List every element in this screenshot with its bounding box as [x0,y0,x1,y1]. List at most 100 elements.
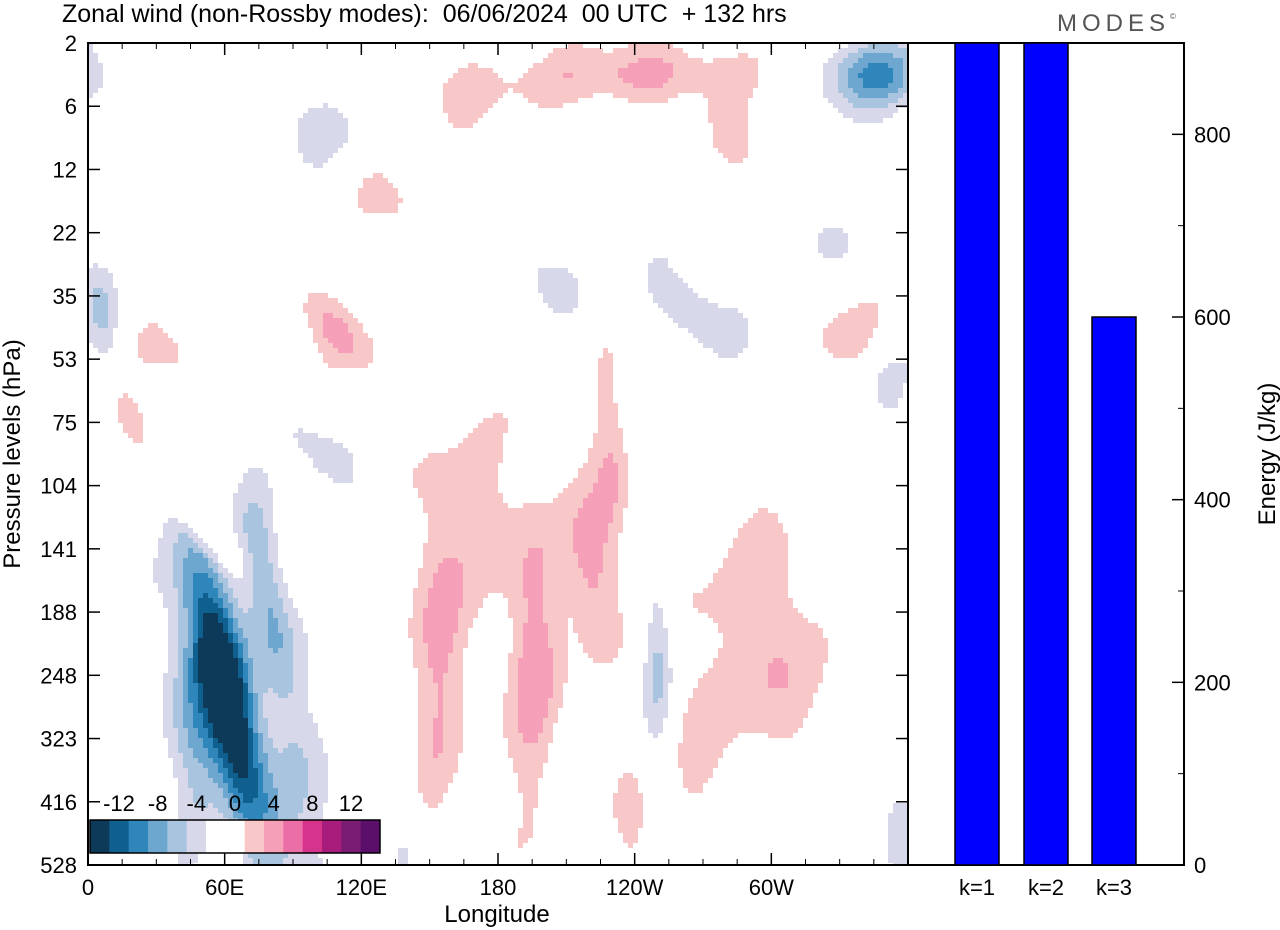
heatmap-cell [428,528,573,533]
heatmap-cell [328,363,368,368]
colorbar-swatch [186,820,207,853]
heatmap-cell [428,663,448,668]
heatmap-cell [838,73,848,78]
heatmap-cell [568,483,593,488]
heatmap-cell [583,503,613,508]
heatmap-cell [578,633,623,638]
heatmap-cell [648,723,663,728]
heatmap-cell [648,628,668,633]
heatmap-cell [598,428,623,433]
heatmap-cell [483,418,508,423]
heatmap-cell [208,773,223,778]
heatmap-cell [228,628,233,633]
heatmap-cell [513,88,753,93]
heatmap-cell [178,533,188,538]
heatmap-cell [423,633,453,638]
heatmap-cell [293,668,308,673]
heatmap-cell [223,608,228,613]
colorbar-label: 8 [306,791,318,816]
heatmap-cell [313,328,323,333]
heatmap-cell [233,513,243,518]
heatmap-cell [413,588,428,593]
heatmap-cell [588,453,608,458]
heatmap-cell [548,713,558,718]
heatmap-cell [178,783,188,788]
heatmap-cell [643,683,653,688]
heatmap-cell [173,688,183,693]
heatmap-cell [543,58,638,63]
heatmap-cell [213,598,223,603]
heatmap-cell [228,608,233,613]
heatmap-cell [243,663,248,668]
heatmap-cell [508,748,548,753]
heatmap-cell [593,483,618,488]
heatmap-cell [238,808,268,813]
heatmap-cell [93,313,108,318]
heatmap-cell [708,103,748,108]
wind-heatmap [88,43,908,865]
heatmap-cell [888,843,908,848]
heatmap-cell [203,698,243,703]
heatmap-cell [313,333,323,338]
heatmap-cell [598,388,613,393]
heatmap-cell [333,343,353,348]
heatmap-cell [623,833,638,838]
heatmap-cell [323,318,343,323]
heatmap-cell [248,543,268,548]
heatmap-cell [223,623,228,628]
heatmap-cell [518,698,548,703]
heatmap-cell [198,648,233,653]
heatmap-cell [213,728,248,733]
heatmap-cell [468,63,478,68]
heatmap-cell [298,813,323,818]
heatmap-cell [438,563,463,568]
heatmap-cell [463,578,523,583]
heatmap-cell [158,583,173,588]
heatmap-cell [643,708,668,713]
heatmap-cell [193,583,213,588]
heatmap-cell [433,733,443,738]
heatmap-cell [618,783,638,788]
heatmap-cell [598,403,618,408]
heatmap-cell [238,803,268,808]
heatmap-cell [238,633,243,638]
heatmap-cell [448,118,478,123]
heatmap-cell [253,858,283,863]
heatmap-cell [433,723,443,728]
heatmap-cell [248,648,273,653]
heatmap-cell [598,478,618,483]
heatmap-cell [578,468,598,473]
heatmap-cell [273,573,283,578]
heatmap-cell [743,523,783,528]
heatmap-cell [108,298,118,303]
heatmap-cell [88,68,103,73]
heatmap-cell [653,693,663,698]
heatmap-cell [88,268,108,273]
heatmap-cell [543,293,578,298]
heatmap-cell [188,728,198,733]
heatmap-cell [278,788,308,793]
heatmap-cell [183,663,188,668]
heatmap-cell [243,853,248,858]
heatmap-cell [653,258,668,263]
heatmap-cell [203,618,218,623]
heatmap-cell [248,738,253,743]
heatmap-cell [178,813,223,818]
colorbar-swatch [244,820,265,853]
heatmap-cell [663,693,668,698]
heatmap-cell [838,68,848,73]
heatmap-cell [648,638,668,643]
bar-category-label: k=3 [1096,875,1132,900]
heatmap-cell [183,758,198,763]
heatmap-cell [248,688,253,693]
heatmap-cell [163,673,178,678]
heatmap-cell [453,638,468,643]
heatmap-cell [463,593,488,598]
heatmap-cell [648,658,653,663]
heatmap-cell [293,673,308,678]
heatmap-cell [613,518,623,523]
heatmap-cell [523,628,548,633]
heatmap-cell [623,773,633,778]
heatmap-cell [788,668,823,673]
